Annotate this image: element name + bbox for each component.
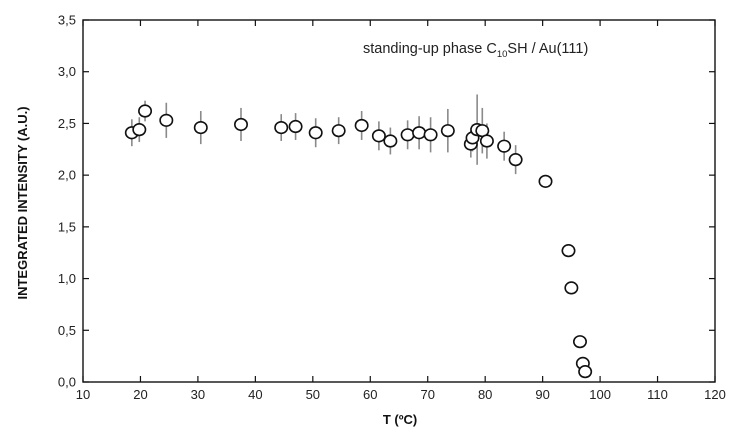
y-tick-label: 1,5 <box>58 219 76 234</box>
data-point <box>479 134 494 148</box>
data-point <box>572 335 587 349</box>
y-tick-label: 3,5 <box>58 13 76 28</box>
data-point <box>308 126 323 140</box>
error-bars <box>131 94 586 374</box>
y-tick-label: 3,0 <box>58 64 76 79</box>
x-tick-label: 10 <box>76 387 90 402</box>
x-tick-label: 90 <box>535 387 549 402</box>
data-point <box>561 244 576 258</box>
data-point <box>564 281 579 295</box>
y-tick-label: 0,0 <box>58 375 76 390</box>
y-tick-label: 1,0 <box>58 271 76 286</box>
data-point <box>234 117 249 132</box>
data-point <box>193 120 208 135</box>
x-tick-label: 110 <box>647 387 668 402</box>
x-tick-label: 120 <box>704 387 726 402</box>
axis-ticks <box>82 19 716 383</box>
data-points <box>124 104 593 379</box>
data-point <box>159 113 174 127</box>
y-axis-title: INTEGRATED INTENSITY (A.U.) <box>15 106 30 299</box>
x-tick-label: 50 <box>306 387 320 402</box>
data-point <box>578 365 593 379</box>
data-point <box>331 124 346 138</box>
annotation-suffix: SH / Au(111) <box>507 41 588 57</box>
y-tick-labels: 0,0 0,5 1,0 1,5 2,0 2,5 3,0 3,5 <box>58 13 76 390</box>
x-tick-label: 80 <box>478 387 492 402</box>
data-point <box>288 119 303 134</box>
data-point <box>423 128 438 142</box>
data-point <box>132 123 147 137</box>
x-axis-title: T (ºC) <box>383 412 417 427</box>
x-tick-label: 70 <box>420 387 434 402</box>
annotation-subscript: 10 <box>497 49 508 60</box>
data-point <box>497 139 512 153</box>
data-point <box>274 120 289 135</box>
data-point <box>354 118 369 133</box>
plot-frame <box>82 19 716 383</box>
x-tick-label: 20 <box>133 387 147 402</box>
chart-annotation: standing-up phase C10SH / Au(111) <box>363 41 588 60</box>
y-tick-label: 2,5 <box>58 116 76 131</box>
data-point <box>412 126 427 140</box>
annotation-prefix: standing-up phase C <box>363 41 497 57</box>
x-tick-label: 40 <box>248 387 262 402</box>
data-point <box>508 153 523 167</box>
y-tick-label: 0,5 <box>58 323 76 338</box>
data-point <box>400 128 415 142</box>
x-tick-label: 100 <box>589 387 611 402</box>
data-point <box>371 129 386 143</box>
x-tick-labels: 10 20 30 40 50 60 70 80 90 100 110 120 <box>76 387 726 402</box>
y-tick-label: 2,0 <box>58 168 76 183</box>
plot-axes <box>82 19 716 383</box>
x-tick-label: 60 <box>363 387 377 402</box>
data-point <box>538 174 553 188</box>
data-point <box>138 104 153 118</box>
data-point <box>383 134 398 148</box>
x-tick-label: 30 <box>191 387 205 402</box>
data-point <box>440 124 455 138</box>
